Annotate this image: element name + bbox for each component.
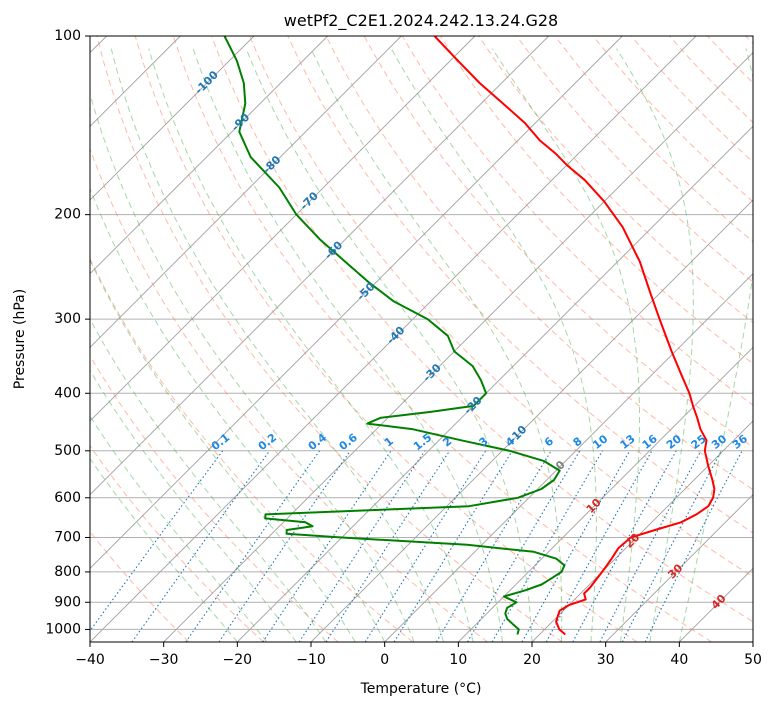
y-tick-label: 100 <box>54 28 81 44</box>
background-lines <box>90 36 753 642</box>
isotherm-line <box>384 273 753 642</box>
y-tick-label: 300 <box>54 311 81 327</box>
moist-adiabat-line <box>148 48 474 642</box>
mixing-ratio-line <box>185 450 321 642</box>
moist-adiabat-line <box>90 369 297 642</box>
x-tick-label: 20 <box>523 652 541 668</box>
mixing-ratio-line <box>545 450 653 642</box>
grid-layer <box>90 36 753 642</box>
y-tick-label: 200 <box>54 207 81 223</box>
mixing-ratio-line <box>572 450 677 642</box>
moist-adiabat-line <box>90 258 356 642</box>
moist-adiabat-line <box>390 48 597 642</box>
moist-adiabat-line <box>90 457 238 642</box>
mixing-ratio-line <box>435 450 552 642</box>
dry-adiabat-line <box>249 36 753 578</box>
moist-adiabat-line <box>678 48 753 642</box>
dry-adiabat-line <box>90 444 264 642</box>
y-tick-label: 400 <box>54 385 81 401</box>
isotherm-line <box>163 52 753 642</box>
isotherm-line <box>90 36 549 496</box>
isotherm-line <box>90 36 476 422</box>
mixing-ratio-line <box>218 450 351 642</box>
x-tick-label: 10 <box>449 652 467 668</box>
isotherm-line <box>237 125 753 642</box>
mixing-ratio-line <box>599 450 702 642</box>
isotherm-line <box>90 36 328 275</box>
x-tick-label: 0 <box>380 652 389 668</box>
moist-adiabat-line <box>245 48 533 642</box>
y-tick-label: 1000 <box>45 621 81 637</box>
x-tick-label: 50 <box>744 652 762 668</box>
temperature-profile-line <box>433 36 716 636</box>
x-tick-label: −40 <box>75 652 105 668</box>
dry-adiabat-line <box>287 36 753 534</box>
x-tick-label: −20 <box>223 652 253 668</box>
mixing-ratio-line <box>131 450 271 642</box>
moist-adiabat-line <box>192 48 503 642</box>
moist-adiabat-line <box>310 48 563 642</box>
x-tick-label: 40 <box>670 652 688 668</box>
dry-adiabat-line <box>90 354 339 642</box>
dry-adiabat-line <box>90 257 414 642</box>
y-tick-label: 600 <box>54 490 81 506</box>
profile-layer <box>223 36 716 636</box>
moist-adiabat-line <box>90 91 415 642</box>
moist-adiabat-line <box>90 318 327 642</box>
moist-adiabat-line <box>491 48 640 642</box>
isotherm-line <box>90 36 402 348</box>
isotherm-line <box>90 36 623 569</box>
dry-adiabat-line <box>211 36 753 623</box>
dry-adiabat-line <box>134 36 638 642</box>
dewpoint-profile-line <box>223 36 566 635</box>
y-tick-label: 700 <box>54 530 81 546</box>
mixing-ratio-line <box>325 450 451 642</box>
isotherm-line <box>531 420 753 642</box>
isotherm-line <box>605 494 753 642</box>
y-axis-title: Pressure (hPa) <box>12 289 28 389</box>
x-axis: −40 −30 −20 −10 0 10 20 30 40 50 <box>75 642 762 668</box>
dry-adiabat-line <box>96 36 563 642</box>
mixing-ratio-line <box>364 450 487 642</box>
mixing-ratio-line <box>521 450 631 642</box>
isotherm-line <box>90 36 255 201</box>
y-tick-label: 800 <box>54 564 81 580</box>
dry-adiabat-line <box>516 36 753 283</box>
y-tick-label: 500 <box>54 443 81 459</box>
mixing-ratio-line <box>90 450 224 632</box>
dry-adiabat-line <box>325 36 753 491</box>
chart-title: wetPf2_C2E1.2024.242.13.24.G28 <box>284 11 558 31</box>
moist-adiabat-line <box>616 48 694 642</box>
plot-frame <box>89 35 754 643</box>
x-tick-label: −10 <box>296 652 326 668</box>
x-tick-label: 30 <box>597 652 615 668</box>
y-tick-label: 900 <box>54 594 81 610</box>
isotherm-line <box>90 36 697 642</box>
mixing-ratio-line <box>644 450 743 642</box>
moist-adiabat-line <box>90 415 268 642</box>
mixing-ratio-line <box>262 450 392 642</box>
x-tick-label: −30 <box>149 652 179 668</box>
dry-adiabat-line <box>172 36 712 642</box>
moist-adiabat-line <box>110 48 445 642</box>
mixing-ratio-line <box>298 450 426 642</box>
y-axis: 100 200 300 400 500 600 700 800 900 1000 <box>45 28 90 637</box>
x-axis-title: Temperature (°C) <box>360 681 482 697</box>
isotherm-line <box>458 346 753 642</box>
